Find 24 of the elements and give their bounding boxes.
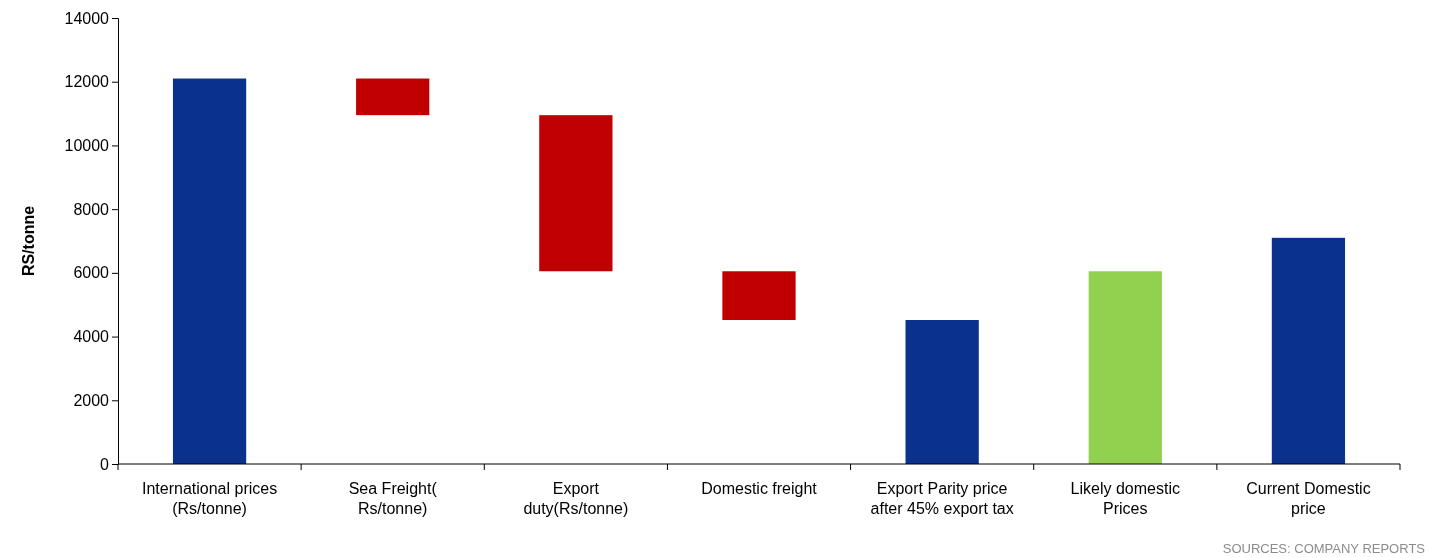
y-tick-label: 12000: [64, 73, 110, 91]
source-note: SOURCES: COMPANY REPORTS: [1222, 541, 1426, 556]
y-tick-label: 2000: [73, 391, 110, 409]
y-tick-label: 0: [100, 455, 110, 473]
bar: [356, 78, 430, 116]
bar: [1088, 271, 1162, 464]
x-tick-label: Current Domestic price: [1246, 480, 1371, 517]
bar: [539, 115, 613, 272]
x-tick-label: Likely domestic Prices: [1070, 480, 1180, 517]
x-tick-label: Export duty(Rs/tonne): [523, 480, 629, 517]
y-tick-label: 4000: [73, 328, 110, 346]
y-tick-label: 8000: [73, 200, 110, 218]
bar: [172, 78, 247, 464]
x-tick-label: Export Parity price after 45% export tax: [870, 480, 1014, 517]
x-tick-label: Sea Freight( Rs/tonne): [348, 480, 438, 517]
y-tick-label: 10000: [64, 137, 110, 155]
x-tick-label: Domestic freight: [701, 480, 818, 497]
bar: [1271, 237, 1346, 464]
y-tick-label: 6000: [73, 264, 110, 282]
y-tick-label: 14000: [64, 9, 110, 27]
y-axis-title: RS/tonne: [20, 205, 37, 277]
x-tick-label: International prices (Rs/tonne): [141, 480, 278, 517]
bar: [905, 320, 979, 464]
bar: [722, 271, 796, 321]
